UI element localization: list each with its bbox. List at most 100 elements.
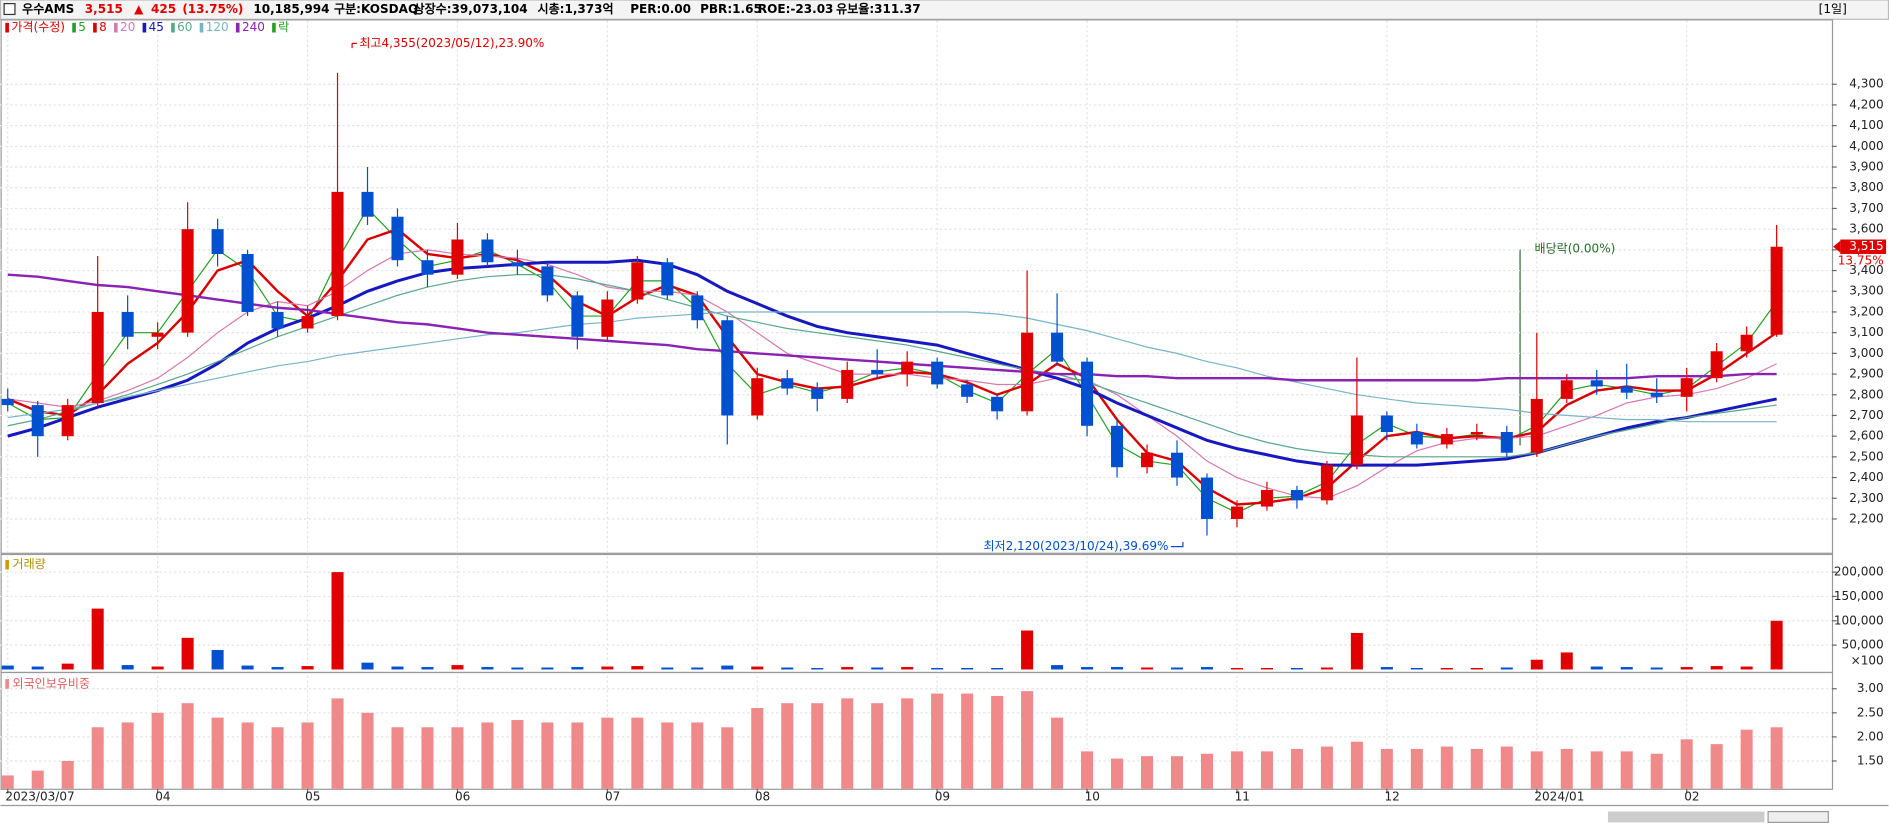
y-tick-label: 2.50 bbox=[1857, 705, 1884, 719]
last-change-label: 13.75% bbox=[1838, 254, 1884, 268]
y-tick-label: 3,400 bbox=[1849, 263, 1883, 277]
header-checkbox[interactable] bbox=[3, 3, 16, 16]
candle-body bbox=[241, 253, 254, 312]
candle-body bbox=[361, 191, 374, 217]
moving-average-line bbox=[7, 249, 1777, 499]
candle-body bbox=[541, 266, 554, 296]
bar bbox=[91, 608, 104, 670]
y-tick-label: 4,300 bbox=[1849, 77, 1883, 91]
bar bbox=[661, 667, 674, 670]
legend-swatch bbox=[235, 22, 240, 33]
bar bbox=[481, 667, 494, 670]
panel-title: 외국인보유비중 bbox=[13, 676, 90, 690]
bar bbox=[1081, 667, 1094, 670]
bar bbox=[391, 727, 404, 789]
bar bbox=[361, 662, 374, 670]
y-tick-label: 2,300 bbox=[1849, 491, 1883, 505]
candle-body bbox=[391, 216, 404, 261]
bar bbox=[1320, 667, 1333, 670]
bar bbox=[1350, 741, 1363, 789]
bar bbox=[451, 727, 464, 789]
bar bbox=[1200, 753, 1214, 789]
bar bbox=[1410, 668, 1423, 670]
bar bbox=[571, 667, 584, 670]
scrollbar[interactable] bbox=[1607, 811, 1765, 823]
bar bbox=[1740, 729, 1753, 789]
shares: 상장수:39,073,104 bbox=[414, 1, 528, 16]
bar bbox=[1230, 668, 1243, 670]
legend-label: 락 bbox=[278, 20, 289, 34]
low-arrow bbox=[1170, 541, 1184, 548]
bar bbox=[1051, 717, 1064, 789]
bar bbox=[961, 693, 974, 789]
candle-body bbox=[1081, 361, 1094, 426]
candle-body bbox=[931, 361, 944, 385]
candle-body bbox=[1141, 452, 1154, 468]
candle-body bbox=[1111, 425, 1124, 468]
legend-label: 가격(수정) bbox=[11, 20, 65, 34]
bar bbox=[301, 666, 314, 670]
bar bbox=[691, 667, 704, 670]
zoom-slider[interactable] bbox=[1767, 810, 1829, 823]
last-price-label: 3,515 bbox=[1849, 239, 1883, 253]
bar bbox=[1260, 668, 1273, 670]
candle-body bbox=[271, 311, 284, 329]
x-tick-label: 2024/01 bbox=[1534, 790, 1584, 804]
bar bbox=[1170, 756, 1184, 789]
bar bbox=[841, 698, 854, 789]
bar bbox=[361, 712, 374, 789]
candle-body bbox=[1350, 415, 1363, 466]
bar bbox=[421, 727, 434, 789]
market: 구분:KOSDAQ bbox=[334, 2, 418, 16]
candle-body bbox=[1740, 334, 1753, 352]
candle-body bbox=[1021, 332, 1034, 412]
legend-swatch bbox=[93, 22, 97, 33]
y-tick-label: 3,600 bbox=[1849, 222, 1883, 236]
bar bbox=[1200, 667, 1214, 670]
candle-body bbox=[1380, 415, 1393, 433]
bar bbox=[871, 667, 884, 670]
bar bbox=[331, 698, 344, 789]
bar bbox=[1530, 659, 1543, 670]
annotation: 배당락(0.00%) bbox=[1535, 242, 1616, 256]
candle-body bbox=[661, 262, 674, 296]
legend-label: 8 bbox=[99, 20, 107, 34]
candle-body bbox=[1260, 489, 1273, 507]
panel-swatch bbox=[5, 559, 9, 570]
bar bbox=[1470, 748, 1483, 789]
candle-body bbox=[901, 361, 914, 375]
period[interactable]: [1일] bbox=[1819, 2, 1847, 16]
change: 425 bbox=[151, 2, 176, 16]
x-tick-label: 07 bbox=[605, 790, 620, 804]
y-tick-label: 3,000 bbox=[1849, 346, 1883, 360]
cap: 시총:1,373억 bbox=[538, 1, 614, 16]
legend-label: 120 bbox=[206, 20, 229, 34]
candle-body bbox=[841, 369, 854, 399]
panel-frames bbox=[0, 19, 1889, 807]
bar bbox=[631, 717, 644, 789]
bar bbox=[511, 667, 524, 670]
bar bbox=[1290, 748, 1303, 789]
bar bbox=[541, 722, 554, 789]
legend-label: 60 bbox=[177, 20, 192, 34]
bar bbox=[1620, 667, 1633, 670]
bar bbox=[1290, 668, 1303, 670]
arrow: ▲ bbox=[134, 2, 144, 16]
bar bbox=[721, 665, 734, 670]
bar bbox=[901, 698, 914, 789]
bar bbox=[271, 727, 284, 789]
bar bbox=[241, 722, 254, 789]
y-tick-label: 150,000 bbox=[1834, 589, 1884, 603]
bar bbox=[781, 703, 794, 789]
x-tick-label: 11 bbox=[1235, 790, 1250, 804]
bar bbox=[1500, 746, 1513, 789]
bar bbox=[121, 665, 134, 670]
bar bbox=[1380, 748, 1393, 789]
y-tick-label: 2,500 bbox=[1849, 449, 1883, 463]
high-arrow bbox=[351, 42, 357, 49]
candle-body bbox=[1410, 432, 1423, 445]
last-price-pointer bbox=[1833, 240, 1841, 253]
bar bbox=[1350, 632, 1363, 670]
bar bbox=[1590, 751, 1603, 789]
